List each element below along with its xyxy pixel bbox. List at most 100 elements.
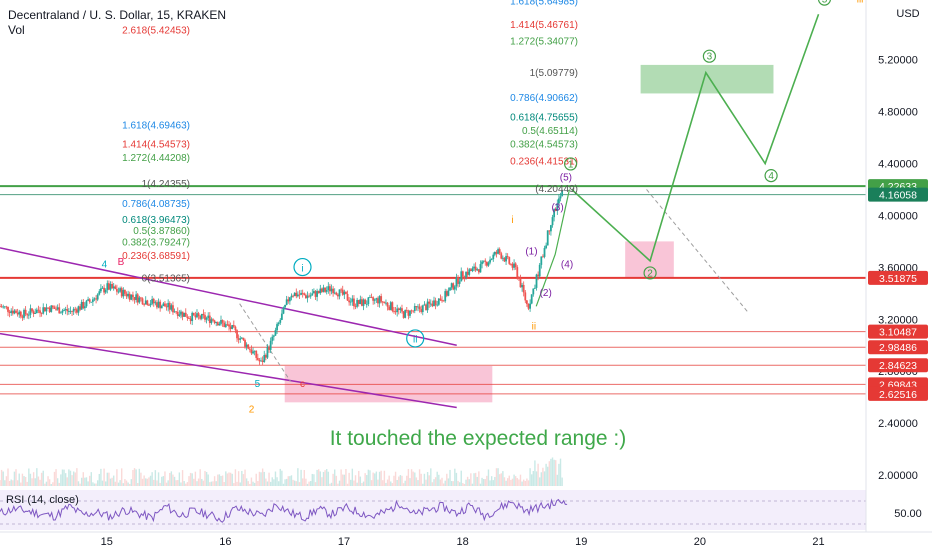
candle-body — [186, 316, 189, 319]
volume-bar — [193, 478, 195, 486]
volume-bar — [260, 472, 262, 486]
volume-bar — [36, 468, 38, 486]
volume-bar — [354, 475, 357, 486]
candle-body — [490, 259, 493, 260]
volume-bar — [242, 474, 245, 486]
candle-body — [559, 196, 562, 199]
candle-body — [181, 311, 184, 317]
candle-body — [348, 300, 351, 303]
candle-body — [396, 308, 399, 313]
volume-bar — [194, 471, 197, 486]
candle-body — [279, 319, 282, 323]
volume-bar — [140, 472, 142, 486]
candle-body — [143, 304, 146, 306]
volume-bar — [18, 473, 20, 486]
volume-bar — [535, 471, 538, 486]
fib-level-label: 1.618(4.69463) — [122, 120, 190, 131]
candle-body — [402, 311, 405, 318]
volume-bar — [34, 478, 36, 486]
volume-bar — [92, 482, 94, 486]
candle-body — [489, 259, 491, 263]
volume-bar — [534, 460, 536, 486]
candle-body — [192, 312, 195, 316]
candle-body — [545, 245, 548, 249]
candle-body — [338, 289, 341, 297]
candle-body — [237, 338, 240, 340]
volume-bar — [385, 482, 387, 486]
candle-body — [95, 298, 97, 300]
candle-body — [231, 324, 234, 329]
volume-bar — [319, 471, 322, 486]
candle-body — [385, 302, 387, 304]
volume-bar — [13, 471, 16, 486]
candle-body — [188, 318, 190, 319]
candle-body — [306, 295, 309, 299]
volume-bar — [442, 483, 445, 486]
volume-bar — [468, 479, 470, 486]
volume-bar — [226, 473, 229, 486]
volume-bar — [20, 482, 22, 486]
candle-body — [337, 294, 339, 297]
candle-body — [409, 310, 411, 316]
candle-body — [212, 319, 214, 321]
volume-bar — [516, 478, 518, 486]
volume-bar — [231, 473, 233, 486]
volume-bar — [492, 480, 494, 486]
volume-bar — [63, 469, 65, 486]
candle-body — [423, 304, 426, 306]
candle-body — [75, 309, 78, 313]
candle-body — [106, 283, 109, 290]
volume-bar — [332, 473, 334, 486]
candle-body — [220, 320, 222, 324]
volume-bar — [441, 477, 443, 486]
volume-bar — [44, 483, 46, 486]
candle-body — [128, 293, 131, 300]
volume-bar — [559, 458, 562, 486]
rsi-pane-bg — [0, 490, 866, 530]
volume-bar — [61, 469, 64, 486]
volume-bar — [446, 473, 448, 486]
candle-body — [405, 310, 408, 311]
candle-body — [316, 290, 318, 297]
volume-bar — [60, 474, 62, 486]
volume-bar — [301, 478, 304, 486]
candle-body — [269, 340, 272, 350]
currency-label: USD — [896, 8, 919, 20]
price-tag-label: 2.98486 — [879, 342, 917, 354]
y-tick-label: 4.80000 — [878, 107, 918, 119]
volume-bar — [447, 478, 450, 486]
candle-body — [321, 288, 323, 292]
volume-bar — [497, 468, 499, 486]
candle-body — [357, 299, 360, 304]
candle-body — [85, 300, 88, 307]
volume-bar — [212, 481, 214, 486]
volume-bar — [47, 476, 49, 486]
candle-body — [426, 301, 429, 311]
volume-bar — [29, 473, 32, 486]
candle-body — [167, 302, 170, 308]
candle-body — [112, 286, 115, 289]
volume-bar — [531, 474, 533, 486]
candle-body — [420, 309, 423, 313]
candle-body — [178, 314, 181, 316]
volume-bar — [277, 481, 280, 486]
candle-body — [32, 311, 35, 314]
fib-level-label: 1.272(5.34077) — [510, 37, 578, 48]
volume-bar — [505, 480, 507, 486]
volume-bar — [245, 478, 248, 486]
rsi-value-label: 50.00 — [894, 508, 922, 520]
volume-bar — [458, 482, 461, 486]
volume-bar — [138, 468, 141, 486]
volume-bar — [172, 474, 174, 486]
candle-body — [340, 289, 343, 291]
fib-level-label: 1.272(4.44208) — [122, 153, 190, 164]
candle-body — [377, 298, 379, 304]
volume-bar — [188, 476, 190, 486]
volume-bar — [356, 482, 358, 486]
candle-body — [394, 311, 397, 313]
volume-bar — [100, 468, 102, 486]
volume-bar — [146, 478, 149, 486]
volume-bar — [220, 475, 222, 486]
volume-bar — [95, 483, 97, 486]
channel-line — [0, 332, 457, 409]
